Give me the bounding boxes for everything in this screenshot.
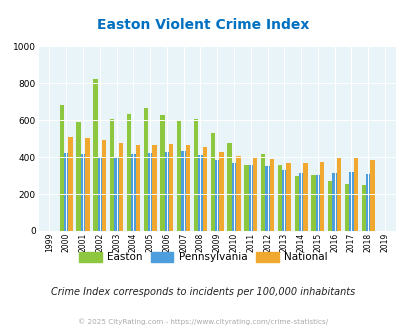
Bar (64, 153, 68, 231)
Bar (269, 159, 273, 231)
Bar (353, 158, 357, 231)
Bar (336, 158, 340, 231)
Bar (114, 157, 118, 231)
Text: © 2025 CityRating.com - https://www.cityrating.com/crime-statistics/: © 2025 CityRating.com - https://www.city… (78, 318, 327, 325)
Bar (369, 160, 374, 231)
Bar (252, 158, 257, 231)
Bar (181, 150, 185, 231)
Bar (215, 160, 219, 231)
Bar (327, 181, 332, 231)
Bar (85, 138, 90, 231)
Bar (361, 185, 365, 231)
Bar (311, 175, 315, 231)
Bar (68, 137, 72, 231)
Bar (93, 80, 97, 231)
Text: Crime Index corresponds to incidents per 100,000 inhabitants: Crime Index corresponds to incidents per… (51, 287, 354, 297)
Bar (219, 151, 223, 231)
Bar (164, 151, 168, 231)
Bar (202, 147, 207, 231)
Bar (260, 154, 265, 231)
Bar (281, 170, 286, 231)
Bar (126, 114, 131, 231)
Bar (152, 145, 156, 231)
Bar (277, 165, 281, 231)
Bar (147, 153, 152, 231)
Bar (60, 105, 64, 231)
Bar (110, 119, 114, 231)
Bar (97, 157, 102, 231)
Bar (227, 143, 231, 231)
Bar (102, 140, 106, 231)
Bar (135, 145, 140, 231)
Bar (319, 162, 324, 231)
Bar (131, 154, 135, 231)
Bar (332, 173, 336, 231)
Bar (198, 155, 202, 231)
Bar (81, 154, 85, 231)
Bar (143, 108, 147, 231)
Bar (248, 165, 252, 231)
Bar (168, 144, 173, 231)
Bar (315, 175, 319, 231)
Bar (294, 176, 298, 231)
Bar (286, 163, 290, 231)
Bar (231, 163, 236, 231)
Bar (236, 156, 240, 231)
Bar (344, 184, 348, 231)
Bar (177, 120, 181, 231)
Bar (265, 166, 269, 231)
Bar (160, 115, 164, 231)
Legend: Easton, Pennsylvania, National: Easton, Pennsylvania, National (74, 248, 331, 267)
Bar (298, 173, 303, 231)
Bar (76, 122, 81, 231)
Bar (365, 174, 369, 231)
Bar (118, 143, 123, 231)
Bar (185, 145, 190, 231)
Bar (194, 119, 198, 231)
Bar (210, 133, 215, 231)
Bar (348, 172, 353, 231)
Bar (244, 165, 248, 231)
Bar (303, 163, 307, 231)
Text: Easton Violent Crime Index: Easton Violent Crime Index (96, 18, 309, 32)
